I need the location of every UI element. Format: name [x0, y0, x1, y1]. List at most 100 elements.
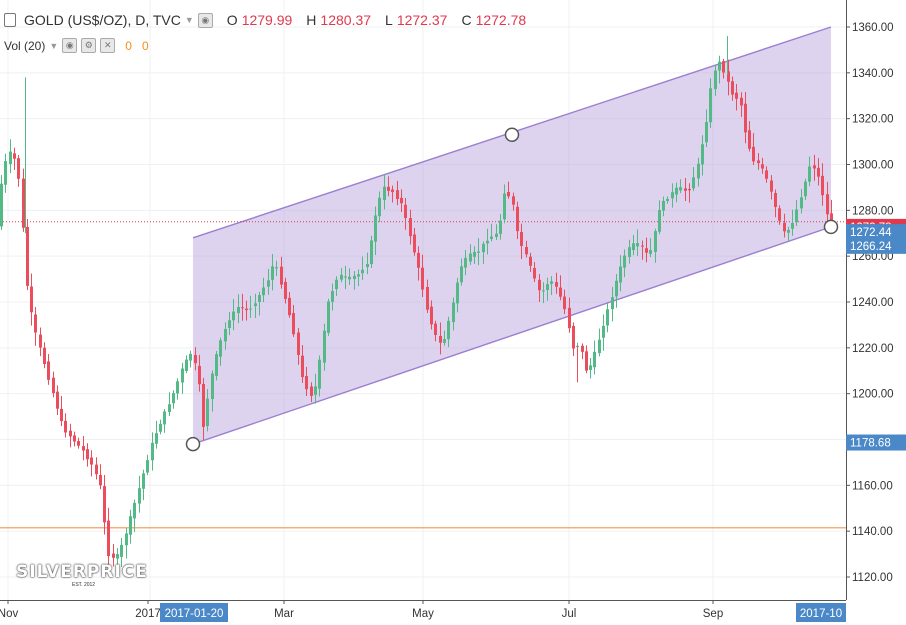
candle-body — [361, 269, 364, 274]
candle-body — [568, 307, 571, 329]
candle-body — [181, 368, 184, 383]
open-value: 1279.99 — [241, 12, 293, 28]
price-badge — [846, 224, 906, 241]
candle-body — [168, 404, 171, 413]
candle-body — [387, 186, 390, 191]
legend-row: GOLD (US$/OZ), D, TVC ▼ ◉ O 1279.99 H 1280… — [4, 12, 526, 28]
candle-body — [275, 267, 278, 269]
candle-body — [0, 183, 3, 227]
chevron-down-icon[interactable]: ▼ — [49, 40, 59, 51]
candle-body — [770, 180, 773, 192]
candle-body — [464, 257, 467, 268]
candle-body — [90, 457, 93, 465]
candle-body — [619, 266, 622, 283]
candle-body — [146, 460, 149, 473]
candle-body — [400, 197, 403, 204]
symbol-title[interactable]: GOLD (US$/OZ), D, TVC — [24, 12, 181, 28]
channel-lower-line[interactable] — [192, 226, 832, 445]
eye-icon[interactable]: ◉ — [197, 12, 213, 28]
candle-body — [525, 247, 528, 255]
candle-body — [606, 309, 609, 326]
candle-body — [280, 266, 283, 285]
candle-body — [632, 243, 635, 251]
candle-body — [99, 474, 102, 486]
candle-body — [718, 61, 721, 71]
candle-body — [649, 250, 652, 254]
candle-body — [688, 188, 691, 191]
high-label: H — [306, 12, 317, 28]
time-tick-label: Nov — [0, 608, 18, 620]
time-tick-label: Jul — [562, 608, 577, 620]
candle-body — [705, 121, 708, 143]
candle-body — [56, 391, 59, 409]
candles — [0, 36, 833, 569]
candle-body — [366, 264, 369, 268]
time-tick-label: May — [412, 608, 434, 620]
candle-body — [318, 359, 321, 389]
price-badge-label: 1178.68 — [850, 438, 891, 450]
candle-body — [598, 339, 601, 354]
price-tick-label: 1240.00 — [852, 297, 894, 309]
time-badge — [796, 603, 846, 622]
candle-body — [194, 354, 197, 364]
close-label: C — [461, 12, 472, 28]
candle-body — [697, 163, 700, 179]
settings-icon[interactable]: ⚙ — [81, 38, 97, 53]
candle-body — [456, 282, 459, 304]
time-badge-label: 2017-01-20 — [165, 608, 224, 620]
channel-handle[interactable] — [823, 219, 839, 235]
candle-body — [486, 240, 489, 244]
candle-body — [654, 231, 657, 252]
candle-body — [482, 243, 485, 253]
candle-body — [327, 301, 330, 333]
candle-body — [821, 175, 824, 196]
candle-body — [125, 533, 128, 546]
candle-body — [645, 248, 648, 253]
menu-icon[interactable] — [4, 13, 16, 27]
candle-body — [666, 198, 669, 202]
time-axis[interactable]: Nov 2017 Mar May Jul Sep 2017-01-20 2017-10 — [0, 600, 846, 625]
channel-fill — [193, 26, 831, 445]
candle-body — [73, 435, 76, 442]
price-tick-label: 1320.00 — [852, 114, 894, 126]
volume-label[interactable]: Vol (20) — [4, 38, 46, 53]
candle-body — [43, 347, 46, 365]
candle-body — [421, 267, 424, 290]
candle-body — [516, 206, 519, 232]
candle-body — [86, 449, 89, 460]
candle-body — [589, 365, 592, 370]
chevron-down-icon[interactable]: ▼ — [184, 15, 194, 25]
channel-handles[interactable] — [185, 127, 839, 452]
channel-handle[interactable] — [504, 127, 520, 142]
candle-body — [267, 280, 270, 287]
candle-body — [116, 554, 119, 559]
candle-body — [138, 488, 141, 504]
candle-body — [585, 351, 588, 371]
candle-body — [17, 158, 20, 179]
candle-body — [305, 376, 308, 390]
price-badge-label: 1272.44 — [850, 227, 892, 239]
candle-body — [64, 420, 67, 433]
candle-body — [219, 340, 222, 357]
candle-body — [439, 336, 442, 343]
candle-body — [348, 276, 351, 280]
candle-body — [241, 307, 244, 309]
candle-body — [155, 433, 158, 444]
candle-body — [60, 408, 63, 422]
candle-body — [413, 234, 416, 253]
close-icon[interactable]: ✕ — [100, 38, 116, 53]
price-tick-label: 1300.00 — [852, 159, 894, 171]
candle-body — [512, 196, 515, 205]
candle-body — [813, 165, 816, 169]
price-axis[interactable]: 1120.001140.001160.001180.001200.001220.… — [846, 0, 906, 625]
candle-body — [533, 268, 536, 279]
candle-body — [314, 386, 317, 395]
time-tick-label: 2017 — [135, 608, 161, 620]
candle-body — [39, 334, 42, 348]
candle-body — [310, 386, 313, 396]
channel-handle[interactable] — [185, 436, 201, 452]
eye-icon[interactable]: ◉ — [62, 38, 78, 53]
candle-body — [52, 377, 55, 394]
candle-body — [615, 280, 618, 297]
